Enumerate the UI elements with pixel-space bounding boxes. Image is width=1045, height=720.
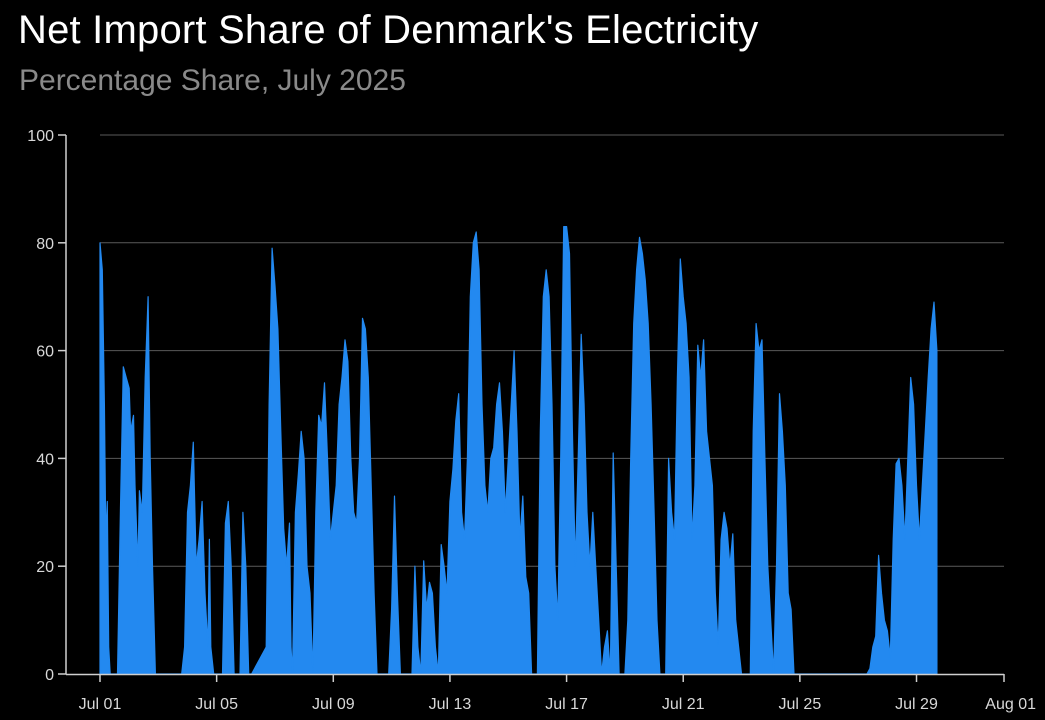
x-tick-label: Jul 21: [662, 696, 705, 713]
x-axis-ticks: Jul 01 Jul 05 Jul 09 Jul 13 Jul 17 Jul 21 Jul …: [79, 674, 1036, 713]
chart-subtitle: Percentage Share, July 2025: [19, 64, 406, 97]
x-tick-label: Jul 25: [779, 696, 822, 713]
x-tick-label: Jul 05: [195, 696, 238, 713]
chart-title: Net Import Share of Denmark's Electricit…: [18, 8, 759, 52]
y-tick-label: 80: [36, 236, 54, 253]
y-tick-label: 100: [27, 128, 54, 145]
y-tick-label: 40: [36, 451, 54, 468]
area-series-0: [99, 226, 938, 675]
y-tick-label: 0: [45, 667, 54, 684]
y-tick-label: 60: [36, 344, 54, 361]
axes: [65, 135, 1004, 676]
x-tick-label: Jul 29: [895, 696, 938, 713]
y-axis-ticks: 0 20 40 60 80 100: [27, 128, 66, 684]
x-tick-label: Jul 17: [545, 696, 588, 713]
x-tick-label: Jul 01: [79, 696, 122, 713]
x-tick-label: Aug 01: [985, 696, 1036, 713]
x-tick-label: Jul 09: [312, 696, 355, 713]
x-tick-label: Jul 13: [429, 696, 472, 713]
y-tick-label: 20: [36, 559, 54, 576]
series-layer: [99, 226, 938, 675]
